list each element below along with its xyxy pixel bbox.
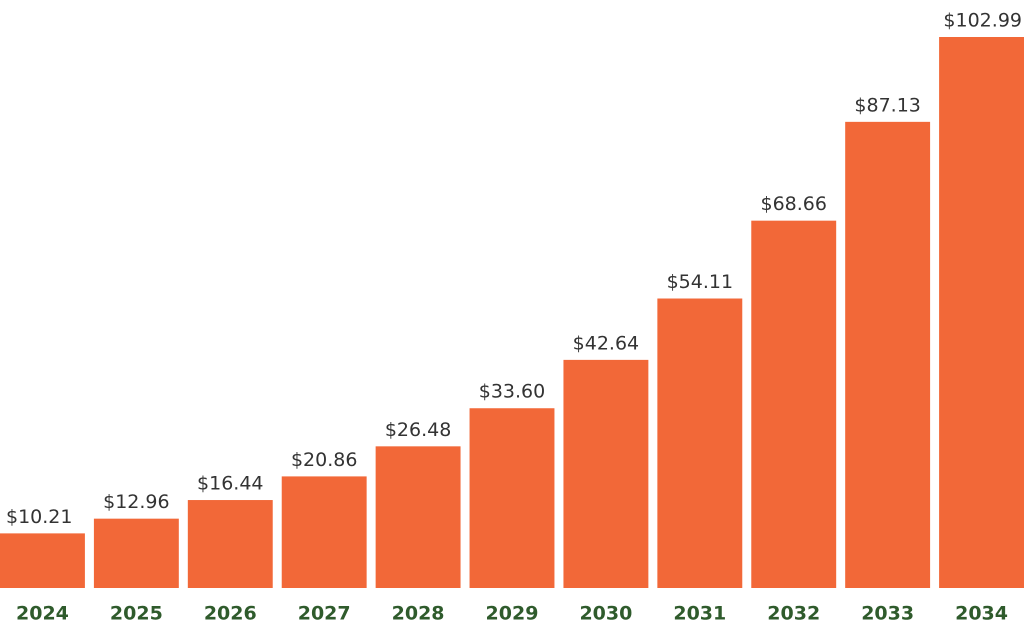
- x-tick-label: 2034: [955, 603, 1008, 625]
- value-label: $26.48: [385, 419, 451, 441]
- value-label: $42.64: [573, 332, 639, 354]
- bar: [469, 408, 555, 588]
- bar: [563, 359, 649, 588]
- x-tick-label: 2030: [579, 603, 632, 625]
- value-label: $54.11: [667, 271, 733, 293]
- bar: [281, 476, 367, 588]
- bar: [93, 518, 179, 588]
- x-tick-label: 2027: [298, 603, 351, 625]
- bar: [939, 37, 1024, 588]
- x-tick-label: 2032: [767, 603, 820, 625]
- bar: [0, 533, 85, 588]
- bar: [845, 121, 931, 589]
- x-tick-label: 2026: [204, 603, 257, 625]
- x-tick-label: 2024: [16, 603, 69, 625]
- value-label: $20.86: [291, 449, 357, 471]
- value-label: $33.60: [479, 381, 545, 403]
- bar: [657, 298, 743, 588]
- x-tick-label: 2031: [673, 603, 726, 625]
- bar: [751, 220, 837, 588]
- x-tick-label: 2028: [392, 603, 445, 625]
- value-label: $87.13: [854, 94, 920, 116]
- value-label: $16.44: [197, 473, 263, 495]
- value-label: $12.96: [103, 491, 169, 513]
- value-label: $102.99: [943, 10, 1022, 32]
- bar: [187, 500, 273, 588]
- value-label: $10.21: [6, 506, 72, 528]
- x-tick-label: 2033: [861, 603, 914, 625]
- bar: [375, 446, 461, 588]
- x-tick-label: 2029: [486, 603, 539, 625]
- x-tick-label: 2025: [110, 603, 163, 625]
- value-label: $68.66: [760, 193, 826, 215]
